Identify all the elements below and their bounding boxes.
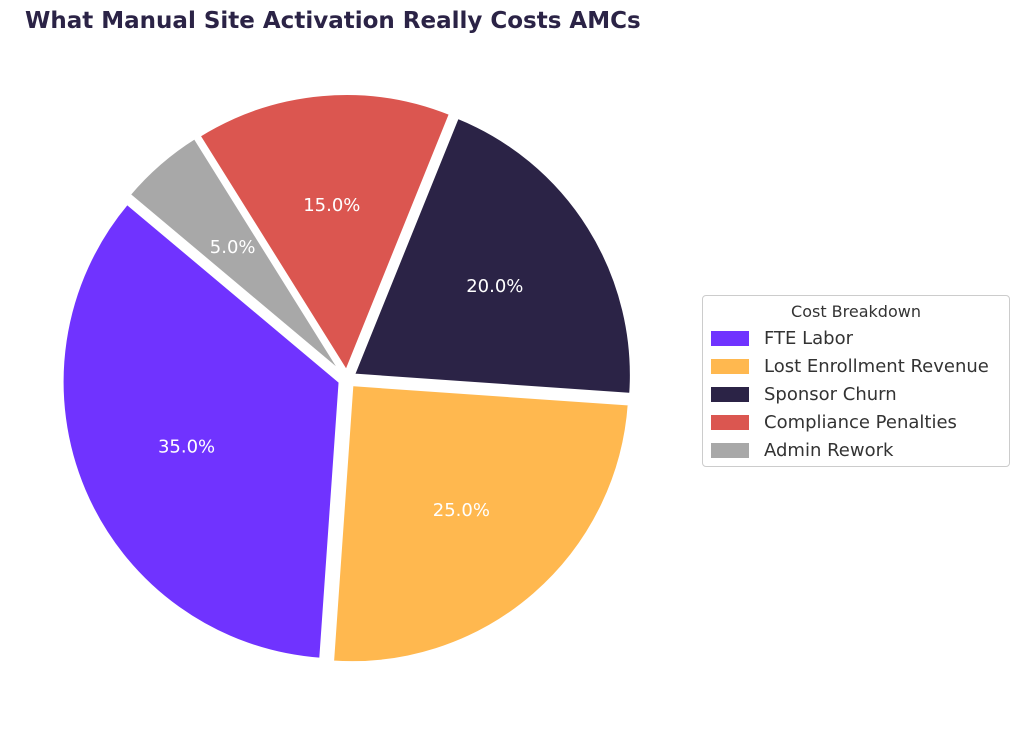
legend-item: Admin Rework — [711, 439, 893, 461]
legend-swatch — [711, 358, 749, 374]
legend-label: Compliance Penalties — [764, 411, 957, 433]
slice-percent-label: 20.0% — [466, 276, 523, 297]
chart-title: What Manual Site Activation Really Costs… — [25, 8, 641, 34]
pie-slice — [331, 383, 631, 665]
legend-label: Admin Rework — [764, 439, 894, 461]
legend-swatch — [711, 442, 749, 458]
legend-swatch — [711, 414, 749, 430]
legend-item: Sponsor Churn — [711, 383, 897, 405]
legend-title: Cost Breakdown — [791, 302, 921, 321]
slice-percent-label: 5.0% — [210, 237, 256, 258]
pie-slice-labels: 35.0% 25.0% 20.0% 15.0% 5.0% — [158, 195, 523, 521]
legend-swatch — [711, 330, 749, 346]
legend-swatch — [711, 386, 749, 402]
pie-slices — [60, 92, 633, 665]
legend-label: FTE Labor — [764, 327, 854, 349]
slice-percent-label: 15.0% — [303, 195, 360, 216]
pie-slice — [60, 201, 342, 661]
pie-slice — [197, 92, 452, 374]
legend: Cost Breakdown FTE Labor Lost Enrollment … — [702, 295, 1010, 467]
slice-percent-label: 25.0% — [433, 500, 490, 521]
legend-item: Compliance Penalties — [711, 411, 957, 433]
pie-slice — [127, 136, 344, 375]
pie-slice — [351, 115, 633, 396]
legend-item: Lost Enrollment Revenue — [711, 355, 989, 377]
legend-label: Sponsor Churn — [764, 383, 897, 405]
slice-percent-label: 35.0% — [158, 437, 215, 458]
legend-label: Lost Enrollment Revenue — [764, 355, 989, 377]
legend-item: FTE Labor — [711, 327, 853, 349]
